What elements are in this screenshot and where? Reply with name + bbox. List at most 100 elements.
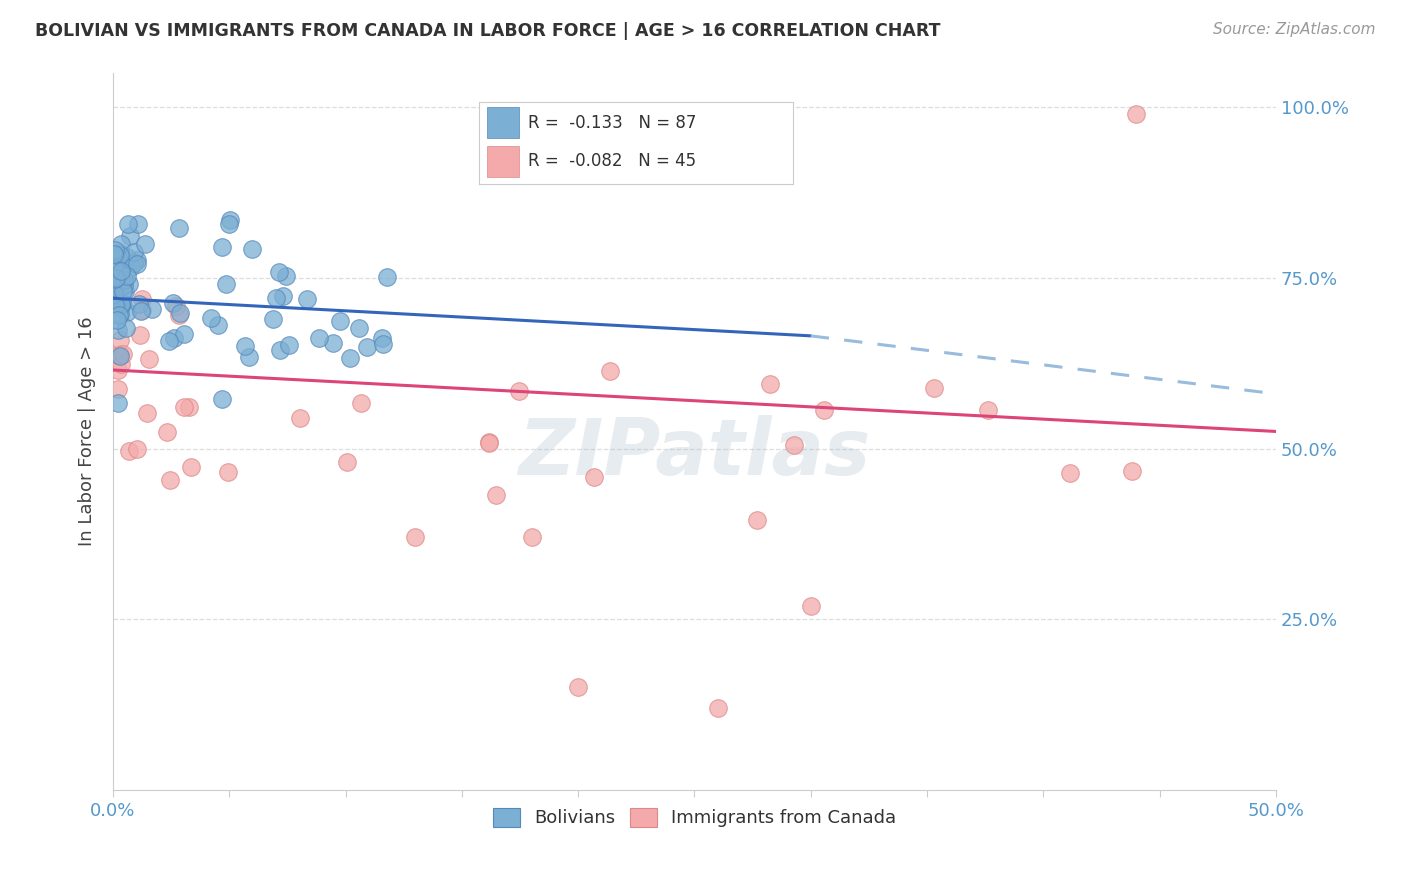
Point bbox=[108, 346, 131, 360]
Point bbox=[478, 436, 501, 450]
Point bbox=[163, 330, 186, 344]
Point bbox=[159, 473, 181, 487]
Point bbox=[103, 288, 125, 302]
Point bbox=[207, 318, 229, 332]
Point bbox=[125, 257, 148, 271]
Point bbox=[371, 331, 394, 345]
Text: BOLIVIAN VS IMMIGRANTS FROM CANADA IN LABOR FORCE | AGE > 16 CORRELATION CHART: BOLIVIAN VS IMMIGRANTS FROM CANADA IN LA… bbox=[35, 22, 941, 40]
Y-axis label: In Labor Force | Age > 16: In Labor Force | Age > 16 bbox=[79, 317, 96, 546]
Point bbox=[104, 248, 127, 262]
Point bbox=[297, 293, 319, 307]
Point bbox=[104, 271, 127, 285]
Point bbox=[131, 292, 153, 306]
Point bbox=[290, 410, 312, 425]
Point bbox=[110, 274, 132, 288]
Point bbox=[977, 403, 1000, 417]
Point bbox=[583, 470, 606, 484]
Point bbox=[1121, 464, 1143, 478]
Point bbox=[177, 400, 200, 414]
Point bbox=[107, 322, 129, 336]
Point bbox=[112, 277, 135, 292]
Point bbox=[110, 300, 132, 314]
Point bbox=[141, 301, 163, 316]
Point bbox=[262, 312, 284, 326]
Point bbox=[336, 455, 359, 469]
Point bbox=[180, 459, 202, 474]
Point bbox=[134, 236, 156, 251]
Point bbox=[118, 277, 141, 292]
Point bbox=[329, 314, 352, 328]
Point bbox=[110, 267, 132, 281]
Point bbox=[107, 396, 129, 410]
Point bbox=[200, 311, 222, 326]
Point bbox=[138, 351, 160, 366]
Point bbox=[117, 217, 139, 231]
Point bbox=[350, 396, 373, 410]
Point bbox=[127, 218, 149, 232]
Point bbox=[508, 384, 530, 398]
Point bbox=[103, 292, 125, 306]
Point bbox=[122, 256, 145, 270]
Point bbox=[105, 277, 128, 291]
Point bbox=[706, 701, 728, 715]
Point bbox=[127, 253, 149, 268]
Point bbox=[103, 286, 125, 301]
Point bbox=[103, 247, 125, 261]
Point bbox=[217, 465, 239, 479]
Point bbox=[218, 217, 240, 231]
Point bbox=[264, 291, 287, 305]
Legend: Bolivians, Immigrants from Canada: Bolivians, Immigrants from Canada bbox=[485, 801, 904, 835]
Point bbox=[107, 382, 129, 396]
Point bbox=[233, 339, 256, 353]
Point bbox=[115, 305, 138, 319]
Point bbox=[274, 269, 297, 284]
Point bbox=[120, 229, 142, 244]
Point bbox=[110, 296, 132, 310]
Point bbox=[269, 265, 291, 279]
Point bbox=[117, 444, 139, 458]
Point bbox=[107, 348, 129, 362]
Point bbox=[114, 285, 136, 299]
Point bbox=[322, 335, 344, 350]
Point bbox=[162, 295, 184, 310]
Point bbox=[813, 403, 835, 417]
Point bbox=[238, 351, 260, 365]
Point bbox=[156, 425, 179, 440]
Point bbox=[136, 406, 159, 420]
Point bbox=[211, 240, 233, 254]
Point bbox=[269, 343, 291, 357]
Text: Source: ZipAtlas.com: Source: ZipAtlas.com bbox=[1212, 22, 1375, 37]
Point bbox=[166, 299, 188, 313]
Point bbox=[115, 250, 138, 264]
Point bbox=[271, 289, 294, 303]
Point bbox=[111, 347, 134, 361]
Point bbox=[129, 304, 152, 318]
Point bbox=[110, 357, 132, 371]
Point bbox=[104, 262, 127, 277]
Point bbox=[104, 298, 127, 312]
Point bbox=[107, 308, 129, 322]
Point bbox=[128, 297, 150, 311]
Point bbox=[478, 435, 501, 450]
Point bbox=[128, 328, 150, 343]
Point bbox=[105, 296, 128, 310]
Point bbox=[339, 351, 361, 365]
Point bbox=[115, 268, 138, 283]
Point bbox=[103, 293, 125, 307]
Point bbox=[215, 277, 238, 291]
Point bbox=[371, 337, 394, 351]
Point bbox=[485, 488, 508, 502]
Point bbox=[347, 320, 370, 334]
Point bbox=[104, 296, 127, 310]
Point bbox=[240, 242, 263, 256]
Point bbox=[567, 681, 589, 695]
Point bbox=[115, 320, 138, 334]
Point bbox=[107, 313, 129, 327]
Point bbox=[211, 392, 233, 407]
Point bbox=[125, 442, 148, 456]
Point bbox=[404, 530, 426, 544]
Point bbox=[308, 331, 330, 345]
Text: ZIPatlas: ZIPatlas bbox=[519, 415, 870, 491]
Point bbox=[110, 246, 132, 260]
Point bbox=[173, 327, 195, 342]
